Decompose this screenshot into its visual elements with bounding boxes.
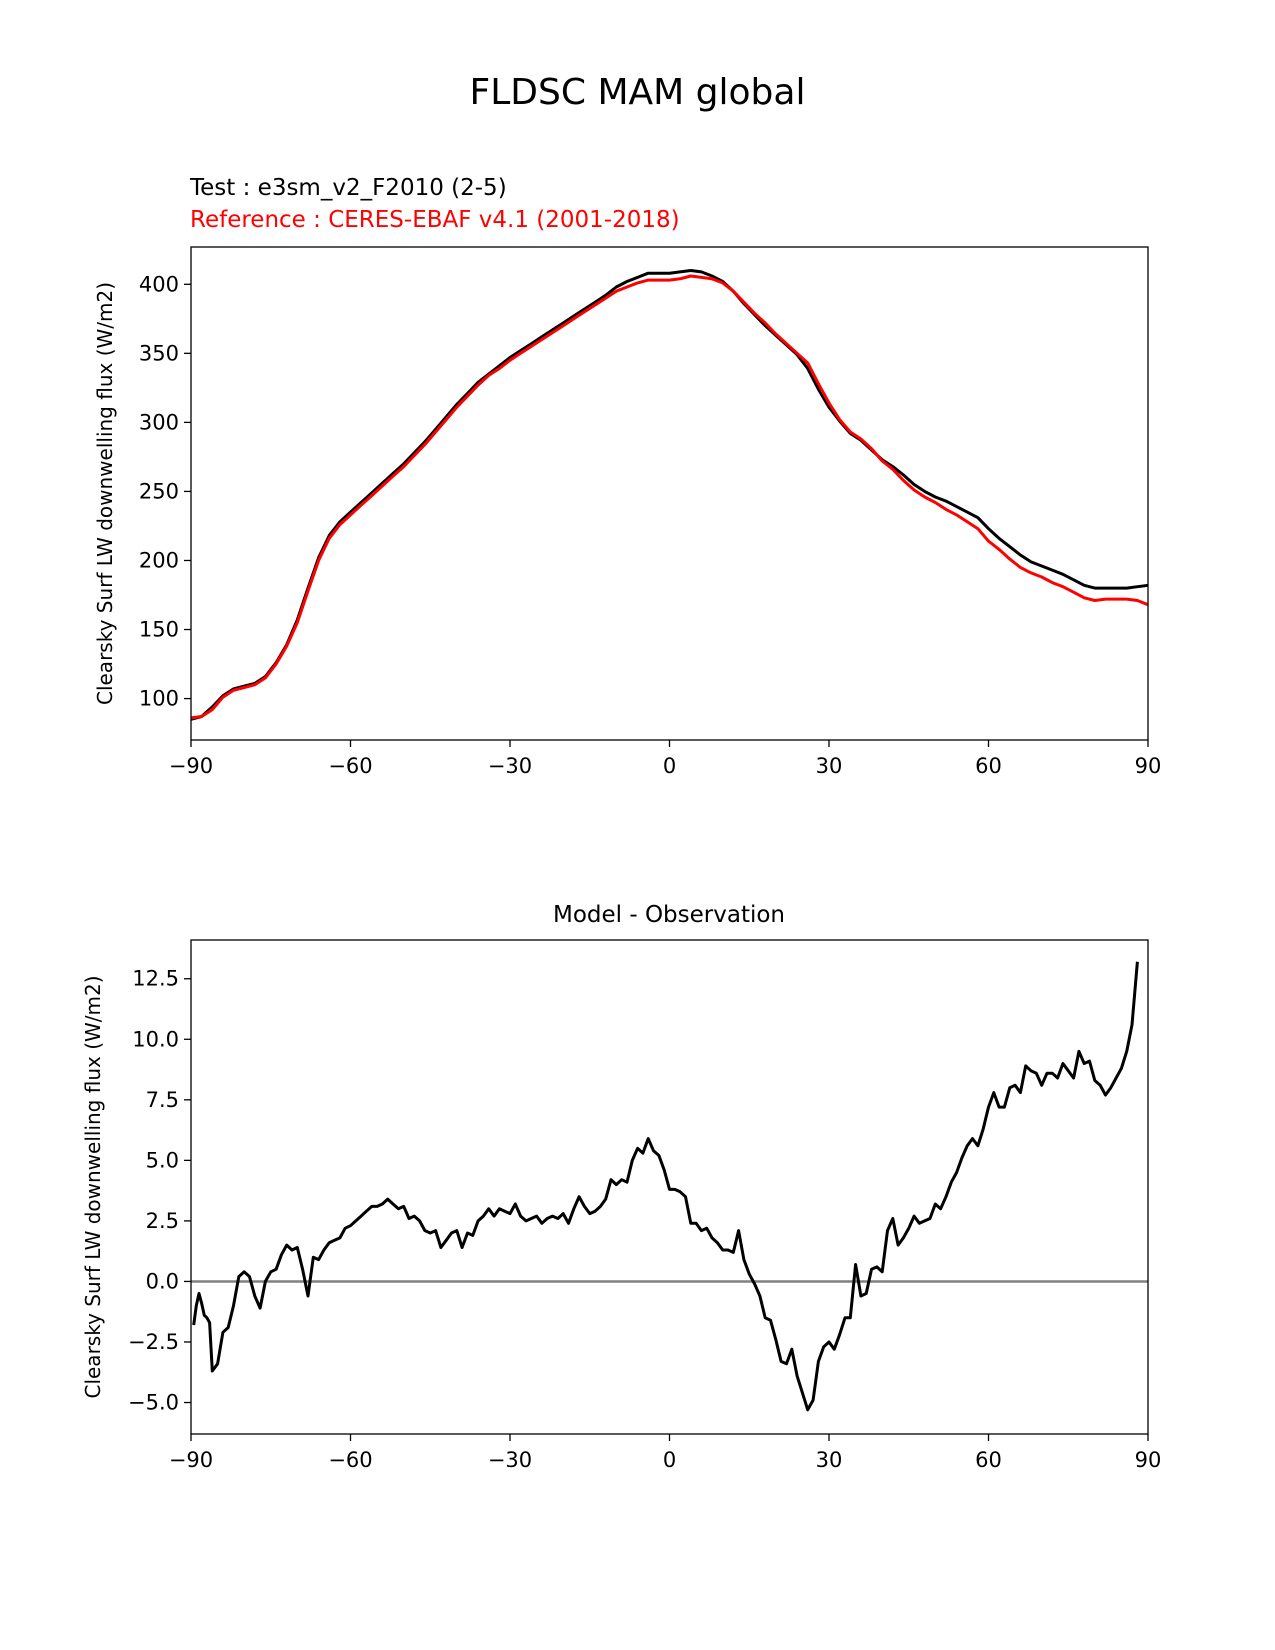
- diff-y-tick-label: 12.5: [132, 967, 179, 991]
- top-x-tick-label: −30: [488, 754, 532, 778]
- diff-x-tick-label: 90: [1135, 1448, 1162, 1472]
- top-y-tick-label: 200: [139, 548, 179, 572]
- top-series-test-line: [190, 269, 1149, 721]
- top-y-axis-label: Clearsky Surf LW downwelling flux (W/m2): [93, 282, 117, 705]
- diff-y-tick-label: 7.5: [146, 1088, 179, 1112]
- figure-title: FLDSC MAM global: [469, 72, 806, 113]
- test-label: Test : e3sm_v2_F2010 (2-5): [190, 175, 507, 201]
- diff-x-tick-label: 30: [816, 1448, 843, 1472]
- top-axes-frame: [190, 246, 1149, 741]
- top-y-tick-label: 150: [139, 618, 179, 642]
- diff-series-test-line: [192, 961, 1139, 1412]
- diff-y-tick-label: 0.0: [146, 1269, 179, 1293]
- diff-x-tick-label: 0: [663, 1448, 676, 1472]
- top-x-tick-label: 90: [1135, 754, 1162, 778]
- diff-x-tick-label: −60: [328, 1448, 372, 1472]
- diff-y-tick-label: 5.0: [146, 1148, 179, 1172]
- diff-plot: −90 −60 −30 0 30 60 90 −5.0 −2.5 0.0 2.5 5.0 7.5 10.0…: [81, 939, 1162, 1472]
- diff-y-axis-label: Clearsky Surf LW downwelling flux (W/m2): [81, 975, 105, 1398]
- diff-y-tick-label: −5.0: [128, 1391, 179, 1415]
- diff-panel-title: Model - Observation: [552, 902, 786, 928]
- top-y-tick-label: 100: [139, 687, 179, 711]
- top-y-tick-label: 350: [139, 341, 179, 365]
- diff-x-tick-label: 60: [975, 1448, 1002, 1472]
- top-plot: −90 −60 −30 0 30 60 90 100 150 200 250 300 350 400 Cle…: [93, 246, 1162, 778]
- diff-y-tick-label: 10.0: [132, 1027, 179, 1051]
- top-x-tick-label: 30: [816, 754, 843, 778]
- reference-label: Reference : CERES-EBAF v4.1 (2001-2018): [190, 207, 680, 233]
- top-x-tick-label: 60: [975, 754, 1002, 778]
- diff-x-tick-label: −90: [169, 1448, 213, 1472]
- top-y-tick-label: 400: [139, 272, 179, 296]
- diff-y-tick-label: 2.5: [146, 1209, 179, 1233]
- diff-x-tick-label: −30: [488, 1448, 532, 1472]
- diff-y-tick-label: −2.5: [128, 1330, 179, 1354]
- top-x-tick-label: 0: [663, 754, 676, 778]
- top-series-reference-line: [190, 274, 1149, 720]
- top-x-tick-label: −90: [169, 754, 213, 778]
- top-x-tick-label: −60: [328, 754, 372, 778]
- top-y-tick-label: 300: [139, 410, 179, 434]
- top-y-tick-label: 250: [139, 479, 179, 503]
